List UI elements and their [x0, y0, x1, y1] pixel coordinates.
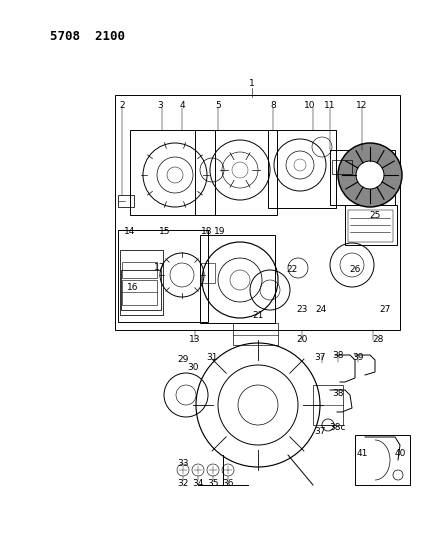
- Text: 18: 18: [201, 228, 213, 237]
- Text: 25: 25: [369, 211, 381, 220]
- Bar: [118, 195, 134, 207]
- Text: 14: 14: [124, 228, 136, 237]
- Bar: [120, 250, 163, 315]
- Bar: [122, 280, 157, 305]
- Circle shape: [356, 161, 384, 189]
- Text: 2: 2: [119, 101, 125, 109]
- Text: 22: 22: [287, 265, 298, 274]
- Text: 38: 38: [332, 389, 344, 398]
- Text: 32: 32: [177, 479, 189, 488]
- Text: 13: 13: [189, 335, 201, 344]
- Text: 4: 4: [179, 101, 185, 109]
- Text: 40: 40: [394, 448, 406, 457]
- Text: 28: 28: [372, 335, 384, 344]
- Text: 21: 21: [252, 311, 264, 319]
- Text: 5: 5: [215, 101, 221, 109]
- Text: 36: 36: [222, 479, 234, 488]
- Text: 20: 20: [296, 335, 308, 344]
- Bar: [332, 160, 352, 174]
- Text: 10: 10: [304, 101, 316, 109]
- Bar: [330, 150, 395, 205]
- Text: 29: 29: [177, 356, 189, 365]
- Text: 35: 35: [207, 479, 219, 488]
- Bar: [268, 130, 336, 208]
- Bar: [200, 263, 215, 283]
- Bar: [345, 205, 397, 245]
- Text: 17: 17: [154, 263, 166, 272]
- Text: 3: 3: [157, 101, 163, 109]
- Text: 38c: 38c: [330, 424, 346, 432]
- Text: 37: 37: [314, 427, 326, 437]
- Bar: [313, 385, 343, 425]
- Bar: [348, 210, 393, 242]
- Text: 26: 26: [349, 265, 361, 274]
- Text: 5708  2100: 5708 2100: [50, 30, 125, 43]
- Bar: [233, 323, 278, 345]
- Text: 19: 19: [214, 228, 226, 237]
- Bar: [121, 270, 161, 310]
- Text: 31: 31: [206, 353, 218, 362]
- Text: 38: 38: [332, 351, 344, 359]
- Text: 39: 39: [352, 353, 364, 362]
- Circle shape: [338, 143, 402, 207]
- Text: 1: 1: [249, 78, 255, 87]
- Text: 16: 16: [127, 284, 139, 293]
- Text: 34: 34: [192, 479, 204, 488]
- Text: 30: 30: [187, 364, 199, 373]
- Bar: [195, 130, 277, 215]
- Text: 15: 15: [159, 228, 171, 237]
- Bar: [118, 230, 208, 322]
- Text: 33: 33: [177, 458, 189, 467]
- Bar: [122, 262, 157, 278]
- Bar: [355, 435, 410, 485]
- Text: 12: 12: [356, 101, 368, 109]
- Text: 27: 27: [379, 305, 391, 314]
- Text: 41: 41: [356, 448, 368, 457]
- Text: 37: 37: [314, 353, 326, 362]
- Bar: [115, 95, 400, 330]
- Text: 8: 8: [270, 101, 276, 109]
- Bar: [200, 235, 275, 323]
- Text: 24: 24: [315, 305, 326, 314]
- Text: 23: 23: [296, 305, 308, 314]
- Bar: [130, 130, 215, 215]
- Text: 11: 11: [324, 101, 336, 109]
